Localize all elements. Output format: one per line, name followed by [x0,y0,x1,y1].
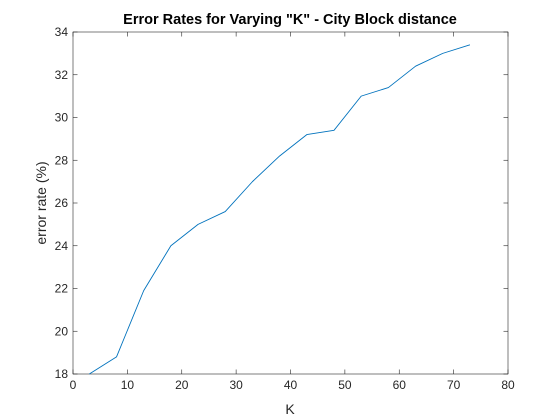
y-tick-label: 34 [55,25,69,39]
series-line [89,44,471,375]
x-tick-label: 60 [393,378,407,392]
y-tick-label: 28 [55,153,69,167]
plot-area: 0 10 20 30 40 50 60 70 80 18 20 22 24 26 28 30 32 34 [55,25,515,392]
y-tick-label: 30 [55,111,69,125]
y-tick-label: 20 [55,324,69,338]
y-tick-label: 22 [55,282,69,296]
x-tick-label: 50 [338,378,352,392]
x-tick-label: 20 [175,378,189,392]
y-tick-label: 18 [55,367,69,381]
chart-title: Error Rates for Varying "K" - City Block… [123,12,457,28]
x-tick-label: 80 [501,378,515,392]
x-tick-label: 0 [70,378,77,392]
x-axis-label: K [285,401,295,417]
plot-frame [72,31,509,375]
x-tick-label: 70 [447,378,461,392]
y-axis-label: error rate (%) [33,161,49,244]
y-tick-label: 26 [55,196,69,210]
y-tick-label: 24 [55,239,69,253]
y-tick-label: 32 [55,68,69,82]
x-tick-label: 30 [229,378,243,392]
x-tick-label: 10 [121,378,135,392]
x-tick-label: 40 [284,378,298,392]
